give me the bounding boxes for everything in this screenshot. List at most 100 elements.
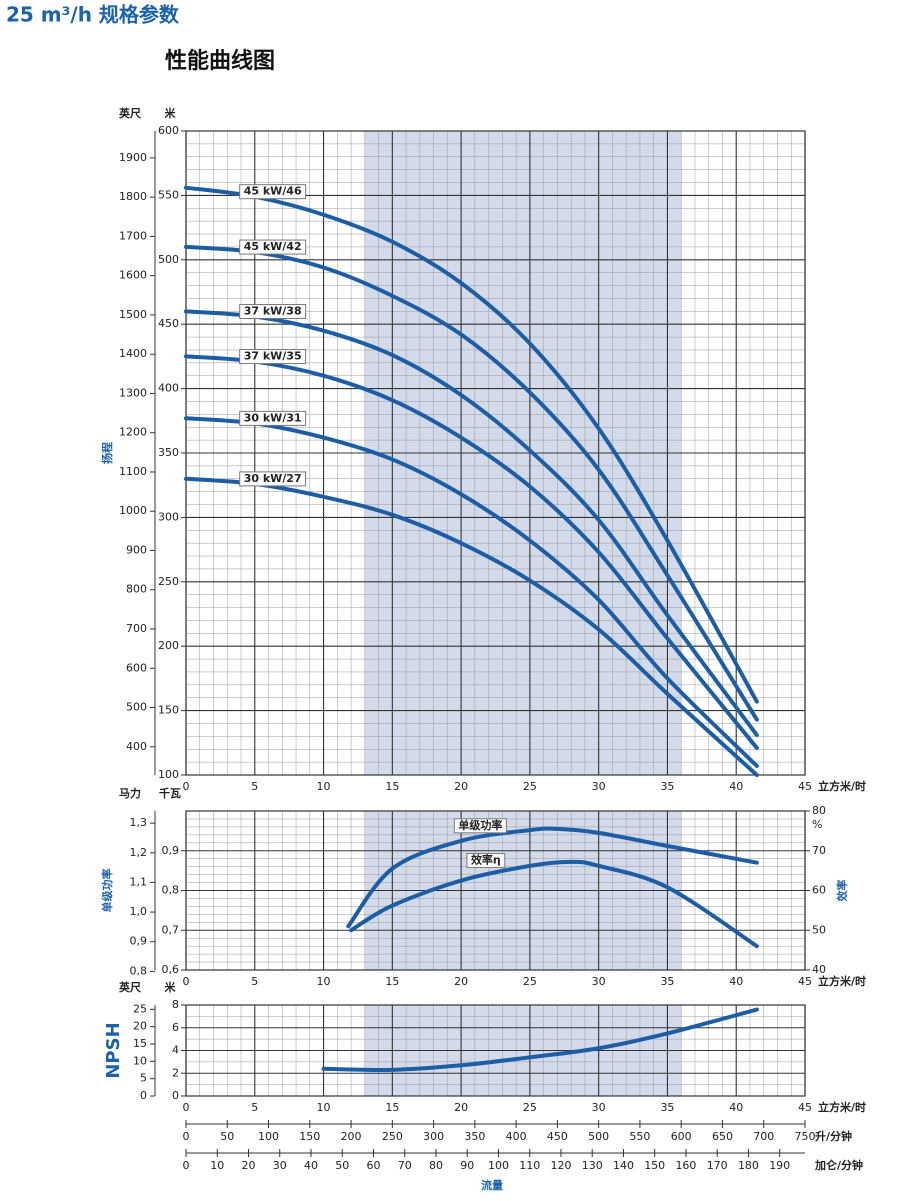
x-unit: 立方米/时 (818, 1100, 866, 1114)
y-tick-label: 1,0 (130, 905, 148, 918)
x-tick-label: 30 (273, 1159, 287, 1172)
y-tick-label: 6 (172, 1021, 179, 1034)
x-tick-label: 10 (317, 975, 331, 988)
y2-unit: 英尺 (118, 980, 141, 994)
label-box (453, 818, 507, 834)
x-tick-label: 700 (753, 1130, 774, 1143)
series-label: 30 kW/27 (244, 472, 302, 485)
x-tick-label: 5 (251, 1101, 258, 1114)
x-tick-label: 30 (592, 780, 606, 793)
label-box (239, 184, 307, 200)
x-tick-label: 150 (299, 1130, 320, 1143)
y2-tick-label: 40 (812, 963, 826, 976)
x-tick-label: 0 (183, 1101, 190, 1114)
x-tick-label: 15 (385, 780, 399, 793)
label-box (239, 239, 307, 255)
x-tick-label: 70 (398, 1159, 412, 1172)
plot-border (185, 1004, 806, 1097)
plot-border (185, 130, 806, 776)
x-tick-label: 350 (464, 1130, 485, 1143)
x-tick-label: 45 (798, 780, 812, 793)
x-tick-label: 25 (523, 1101, 537, 1114)
x-tick-label: 650 (712, 1130, 733, 1143)
x-tick-label: 25 (523, 975, 537, 988)
x-tick-label: 600 (671, 1130, 692, 1143)
series-label: 45 kW/42 (244, 240, 302, 253)
y-tick-label: 1800 (119, 190, 147, 203)
x-tick-label: 400 (506, 1130, 527, 1143)
y-tick-label: 0,6 (162, 963, 180, 976)
y-tick-label: 600 (126, 661, 147, 674)
series-line (184, 244, 759, 722)
y2-unit: 英尺 (118, 106, 141, 120)
y-tick-label: 550 (158, 188, 179, 201)
y-tick-label: 10 (133, 1054, 147, 1067)
x-tick-label: 40 (729, 780, 743, 793)
x-tick-label: 160 (675, 1159, 696, 1172)
y-axis-label: 扬程 (100, 442, 114, 464)
axis-unit: 升/分钟 (815, 1129, 852, 1143)
x-tick-label: 450 (547, 1130, 568, 1143)
x-tick-label: 45 (798, 975, 812, 988)
x-tick-label: 140 (613, 1159, 634, 1172)
x-tick-label: 120 (550, 1159, 571, 1172)
x-tick-label: 550 (629, 1130, 650, 1143)
page-header: 25 m³/h 规格参数 (6, 3, 180, 27)
y-tick-label: 350 (158, 446, 179, 459)
x-tick-label: 300 (423, 1130, 444, 1143)
y-tick-label: 2 (172, 1066, 179, 1079)
label-box (239, 349, 307, 365)
x-tick-label: 100 (488, 1159, 509, 1172)
y-tick-label: 0,7 (162, 923, 180, 936)
x-tick-label: 180 (738, 1159, 759, 1172)
series-label: 30 kW/31 (244, 411, 302, 424)
x-tick-label: 5 (251, 975, 258, 988)
y-tick-label: 800 (126, 583, 147, 596)
y-tick-label: 200 (158, 639, 179, 652)
x-tick-label: 40 (729, 1101, 743, 1114)
y-tick-label: 400 (158, 382, 179, 395)
y2-tick-label: 50 (812, 923, 826, 936)
y-tick-label: 1500 (119, 308, 147, 321)
x-tick-label: 10 (317, 1101, 331, 1114)
y-unit: 米 (164, 106, 177, 120)
y-tick-label: 5 (140, 1072, 147, 1085)
x-tick-label: 20 (454, 975, 468, 988)
y-tick-label: 0,8 (162, 884, 180, 897)
x-tick-label: 0 (183, 780, 190, 793)
x-tick-label: 20 (454, 1101, 468, 1114)
series-line (346, 826, 759, 929)
y-tick-label: 25 (133, 1002, 147, 1015)
x-tick-label: 0 (183, 1159, 190, 1172)
y2-tick-label: 70 (812, 844, 826, 857)
x-tick-label: 250 (382, 1130, 403, 1143)
x-tick-label: 0 (183, 1130, 190, 1143)
y-tick-label: 0,8 (130, 964, 148, 977)
x-tick-label: 0 (183, 975, 190, 988)
plot-border (185, 810, 806, 971)
series-label: 效率η (471, 853, 501, 867)
axis-unit: 加仑/分钟 (814, 1158, 863, 1172)
y-tick-label: 500 (126, 701, 147, 714)
x-tick-label: 130 (582, 1159, 603, 1172)
x-tick-label: 200 (341, 1130, 362, 1143)
x-tick-label: 100 (258, 1130, 279, 1143)
y-tick-label: 15 (133, 1037, 147, 1050)
y-tick-label: 4 (172, 1044, 179, 1057)
y2-axis-label: 效率 (835, 880, 849, 902)
x-tick-label: 35 (660, 1101, 674, 1114)
x-unit: 立方米/时 (818, 779, 866, 793)
y-tick-label: 0,9 (130, 935, 148, 948)
x-tick-label: 5 (251, 780, 258, 793)
y-tick-label: 100 (158, 768, 179, 781)
y-tick-label: 250 (158, 575, 179, 588)
x-tick-label: 500 (588, 1130, 609, 1143)
x-unit: 立方米/时 (818, 974, 866, 988)
y-unit: 千瓦 (159, 786, 181, 800)
label-box (239, 303, 307, 319)
x-tick-label: 10 (317, 780, 331, 793)
y-tick-label: 500 (158, 253, 179, 266)
x-tick-label: 25 (523, 780, 537, 793)
y-tick-label: 700 (126, 622, 147, 635)
x-tick-label: 110 (519, 1159, 540, 1172)
